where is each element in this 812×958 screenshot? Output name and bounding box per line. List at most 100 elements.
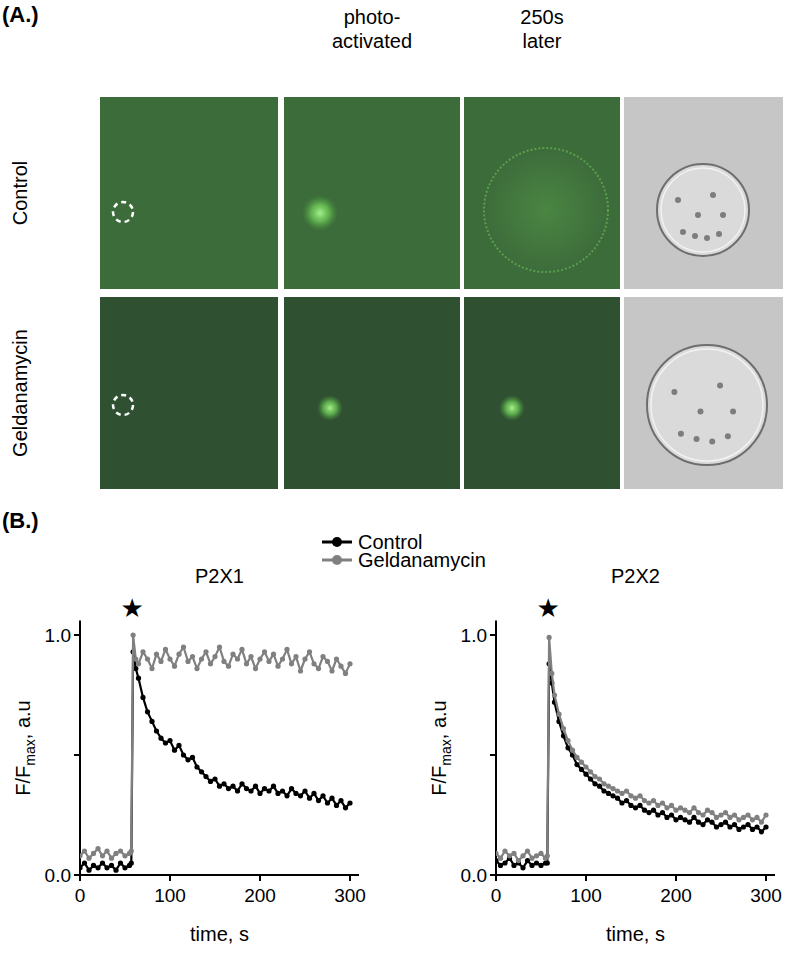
column-header: photo- xyxy=(344,6,401,28)
data-point xyxy=(669,803,674,808)
data-point xyxy=(628,793,633,798)
data-point xyxy=(194,764,199,769)
data-point xyxy=(86,868,91,873)
data-point xyxy=(723,820,728,825)
y-tick-label: 0.0 xyxy=(45,865,71,886)
fluorescence-image xyxy=(284,97,460,289)
x-axis xyxy=(496,874,775,876)
annotation: ★ xyxy=(537,593,560,623)
data-point xyxy=(109,863,114,868)
micrograph xyxy=(464,297,620,489)
column-header: activated xyxy=(332,30,412,52)
data-point xyxy=(311,791,316,796)
data-point xyxy=(298,793,303,798)
data-point xyxy=(525,848,530,853)
micrograph xyxy=(284,297,460,489)
data-point xyxy=(718,812,723,817)
data-point xyxy=(235,788,240,793)
data-point xyxy=(574,762,579,767)
data-point xyxy=(122,865,127,870)
data-point xyxy=(104,848,109,853)
data-point xyxy=(131,632,136,637)
data-point xyxy=(203,774,208,779)
data-point xyxy=(529,856,534,861)
data-point xyxy=(275,664,280,669)
data-point xyxy=(129,848,134,853)
data-point xyxy=(262,786,267,791)
x-tick-label: 200 xyxy=(660,885,692,906)
data-point xyxy=(307,796,312,801)
granule xyxy=(725,433,731,439)
data-point xyxy=(320,793,325,798)
data-point xyxy=(637,803,642,808)
data-point xyxy=(293,791,298,796)
micrograph xyxy=(100,297,278,489)
data-point xyxy=(660,810,665,815)
data-point xyxy=(95,865,100,870)
data-point xyxy=(140,649,145,654)
data-point xyxy=(579,767,584,772)
data-point xyxy=(678,815,683,820)
panel-label: (B.) xyxy=(2,508,39,533)
x-tick-label: 0 xyxy=(75,885,86,906)
granule xyxy=(730,409,736,415)
granule xyxy=(720,212,726,218)
legend-label: Geldanamycin xyxy=(358,549,486,571)
data-point xyxy=(334,803,339,808)
data-point xyxy=(248,654,253,659)
data-point xyxy=(520,865,525,870)
data-point xyxy=(113,868,118,873)
data-point xyxy=(253,666,258,671)
y-axis-label-subscript: max xyxy=(438,739,454,765)
data-point xyxy=(100,860,105,865)
fluorescence-image xyxy=(100,297,278,489)
data-point xyxy=(610,786,615,791)
data-point xyxy=(619,800,624,805)
activation-region xyxy=(113,202,133,222)
y-tick-label: 1.0 xyxy=(461,625,487,646)
data-point xyxy=(262,649,267,654)
data-point xyxy=(714,824,719,829)
x-tick xyxy=(585,875,587,881)
data-point xyxy=(118,848,123,853)
data-point xyxy=(194,666,199,671)
data-point xyxy=(190,654,195,659)
data-point xyxy=(293,654,298,659)
data-point xyxy=(149,719,154,724)
data-point xyxy=(176,652,181,657)
data-point xyxy=(498,863,503,868)
data-point xyxy=(624,788,629,793)
data-point xyxy=(347,800,352,805)
fluorescent-spot xyxy=(302,195,338,231)
micrograph xyxy=(624,297,783,489)
cell xyxy=(647,345,767,465)
data-point xyxy=(100,853,105,858)
data-point xyxy=(615,796,620,801)
annotation: ★ xyxy=(121,593,144,623)
y-tick-label: 0.0 xyxy=(461,865,487,886)
data-point xyxy=(633,805,638,810)
data-point xyxy=(113,851,118,856)
data-point xyxy=(549,671,554,676)
data-point xyxy=(520,853,525,858)
data-point xyxy=(334,656,339,661)
series-line xyxy=(496,637,766,860)
x-tick-label: 100 xyxy=(154,885,186,906)
x-tick xyxy=(675,875,677,881)
data-point xyxy=(104,865,109,870)
data-point xyxy=(750,817,755,822)
data-point xyxy=(570,748,575,753)
data-point xyxy=(86,856,91,861)
data-point xyxy=(592,781,597,786)
y-tick-label: 1.0 xyxy=(45,625,71,646)
data-point xyxy=(266,659,271,664)
chart: 0.01.00100200300time, sF/Fmax, a.uP2X1★ xyxy=(12,565,366,945)
fluorescence-image xyxy=(464,97,620,289)
data-point xyxy=(696,820,701,825)
data-point xyxy=(226,664,231,669)
data-point xyxy=(172,748,177,753)
figure: (A.)photo-activated250slaterControlGelda… xyxy=(0,0,812,958)
data-point xyxy=(741,815,746,820)
data-point xyxy=(628,803,633,808)
data-point xyxy=(271,652,276,657)
